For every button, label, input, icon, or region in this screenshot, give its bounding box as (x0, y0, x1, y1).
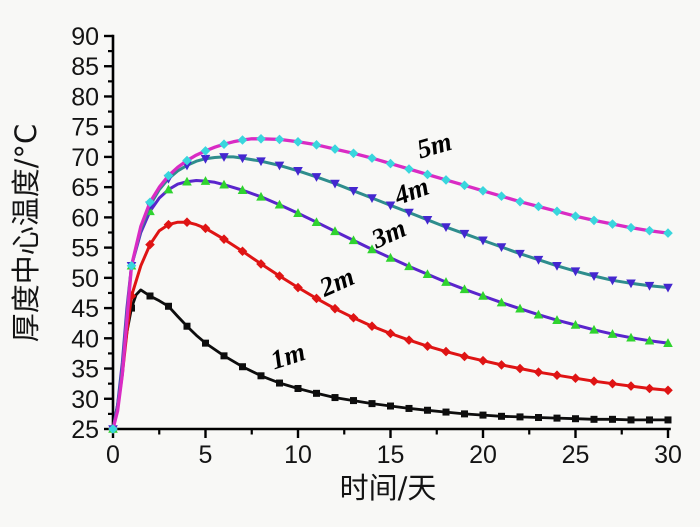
x-tick-label: 5 (199, 441, 213, 469)
y-tick-label: 50 (71, 265, 99, 293)
y-tick-label: 40 (71, 325, 99, 353)
y-tick-label: 65 (71, 174, 99, 202)
series-5m (108, 133, 673, 434)
y-tick-label: 25 (71, 416, 99, 444)
y-tick-label: 90 (71, 23, 99, 51)
y-tick-label: 30 (71, 386, 99, 414)
x-tick-label: 20 (469, 441, 497, 469)
curve-label-5m: 5m (414, 126, 455, 164)
series-3m (108, 176, 673, 433)
y-tick-label: 70 (71, 144, 99, 172)
y-tick-label: 60 (71, 204, 99, 232)
x-tick-label: 10 (284, 441, 312, 469)
x-tick-label: 0 (106, 441, 120, 469)
series-4m (108, 153, 673, 434)
y-axis-label: 厚度中心温度/°C (9, 124, 43, 343)
y-tick-label: 75 (71, 114, 99, 142)
x-tick-label: 25 (562, 441, 590, 469)
curve-label-2m: 2m (314, 261, 359, 303)
y-tick-label: 85 (71, 53, 99, 81)
series-1m (109, 288, 672, 433)
y-tick-label: 35 (71, 356, 99, 384)
y-tick-label: 80 (71, 83, 99, 111)
curve-label-1m: 1m (267, 336, 309, 375)
x-axis-label: 时间/天 (340, 471, 437, 505)
x-tick-label: 30 (654, 441, 682, 469)
y-tick-label: 45 (71, 295, 99, 323)
x-tick-label: 15 (377, 441, 405, 469)
y-tick-label: 55 (71, 235, 99, 263)
series-2m (108, 217, 673, 434)
